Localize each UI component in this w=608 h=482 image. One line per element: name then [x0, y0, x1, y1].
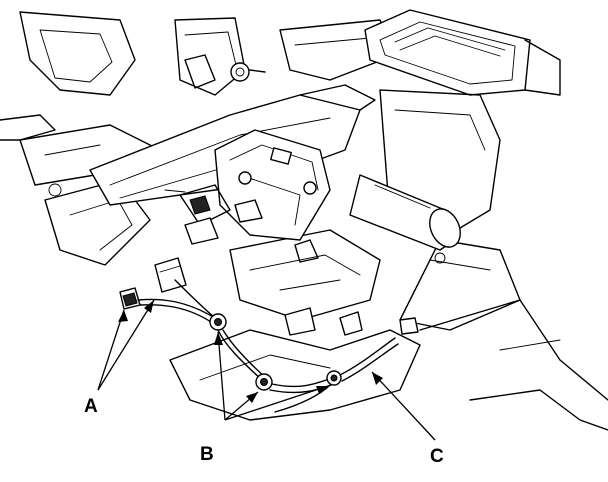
combination-switch-module — [164, 129, 331, 263]
wire-harness — [119, 257, 399, 413]
callout-label-b: B — [200, 444, 214, 465]
callout-label-c: C — [430, 446, 444, 467]
callout-label-a: A — [84, 396, 98, 417]
arrowheads — [118, 300, 383, 403]
callout-arrows — [97, 299, 436, 441]
